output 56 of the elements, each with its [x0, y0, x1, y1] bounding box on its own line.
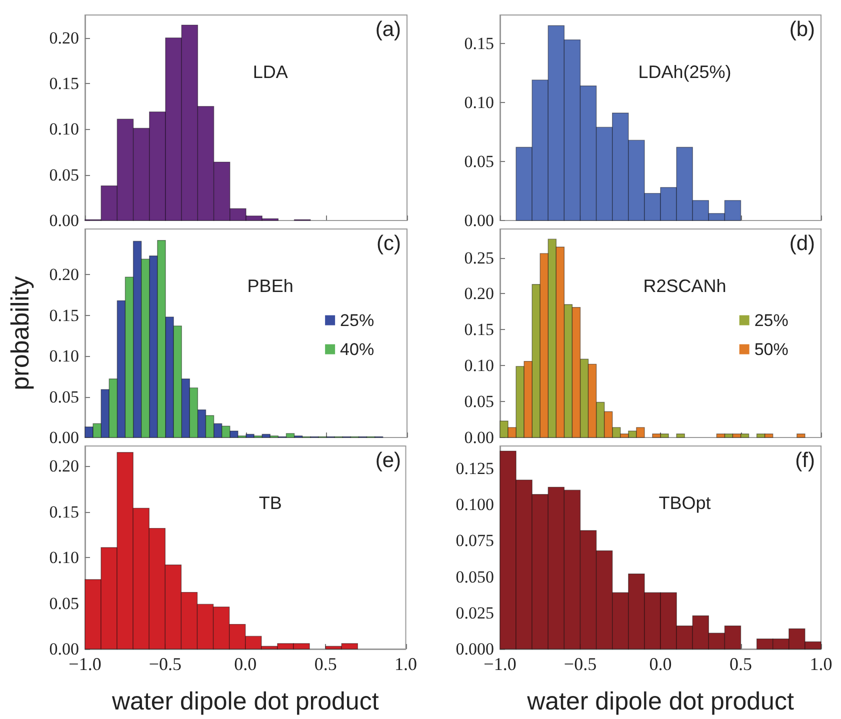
annotation: (a) — [375, 18, 402, 41]
x-tick-label: 0.0 — [234, 654, 257, 674]
y-tick-label: 0.00 — [464, 211, 494, 230]
y-tick-label: 0.00 — [49, 211, 79, 230]
y-tick-label: 0.075 — [456, 531, 494, 550]
annotation: (f) — [795, 449, 816, 472]
y-tick-label: 0.05 — [49, 594, 79, 613]
x-tick-label: 1.0 — [394, 654, 417, 674]
legend-label: 25% — [340, 310, 374, 330]
y-axis-title: probability — [6, 276, 34, 390]
x-axis-title: water dipole dot product — [110, 688, 379, 716]
y-tick-label: 0.00 — [464, 428, 494, 447]
y-tick-label: 0.15 — [464, 34, 494, 53]
x-tick-label: 0.5 — [730, 654, 752, 674]
annotation: (e) — [375, 449, 402, 472]
x-tick-label: 1.0 — [810, 654, 832, 674]
y-tick-label: 0.050 — [456, 567, 494, 586]
y-tick-label: 0.15 — [464, 320, 494, 340]
text: PBEh — [247, 276, 294, 296]
x-tick-label: 0.0 — [649, 654, 672, 674]
legend-label: 25% — [754, 310, 788, 330]
y-tick-label: 0.15 — [49, 502, 79, 522]
text: LDA — [252, 62, 288, 82]
x-axis-title: water dipole dot product — [526, 688, 794, 716]
y-tick-label: 0.05 — [464, 392, 494, 412]
y-tick-label: 0.20 — [49, 28, 79, 48]
text: R2SCANh — [643, 276, 726, 296]
y-tick-label: 0.05 — [49, 387, 79, 406]
y-tick-label: 0.20 — [464, 284, 494, 304]
text: LDAh(25%) — [638, 62, 732, 82]
y-tick-label: 0.100 — [456, 495, 494, 514]
x-tick-label: 0.5 — [314, 654, 337, 674]
text: TB — [258, 492, 282, 513]
annotation: (d) — [789, 232, 816, 255]
y-tick-label: 0.025 — [456, 603, 494, 622]
legend-label: 50% — [754, 340, 788, 359]
y-tick-label: 0.10 — [49, 120, 79, 139]
y-tick-label: 0.125 — [456, 458, 494, 478]
legend-label: 40% — [340, 340, 374, 359]
y-tick-label: 0.05 — [464, 152, 494, 171]
y-tick-label: 0.05 — [49, 165, 79, 184]
y-tick-label: 0.10 — [464, 92, 494, 112]
annotation: (c) — [376, 232, 402, 255]
y-tick-label: 0.20 — [49, 456, 79, 476]
y-tick-label: 0.15 — [49, 74, 79, 93]
y-tick-label: 0.10 — [49, 548, 79, 568]
text: TBOpt — [658, 492, 711, 513]
y-tick-label: 0.25 — [464, 248, 494, 268]
annotation: (b) — [789, 18, 816, 41]
y-tick-label: 0.20 — [49, 265, 79, 284]
y-tick-label: 0.00 — [49, 428, 79, 447]
y-tick-label: 0.10 — [49, 346, 79, 366]
y-tick-label: 0.10 — [464, 356, 494, 376]
x-tick-label: −0.5 — [148, 654, 182, 674]
y-tick-label: 0.15 — [49, 306, 79, 325]
x-tick-label: −0.5 — [564, 654, 597, 674]
